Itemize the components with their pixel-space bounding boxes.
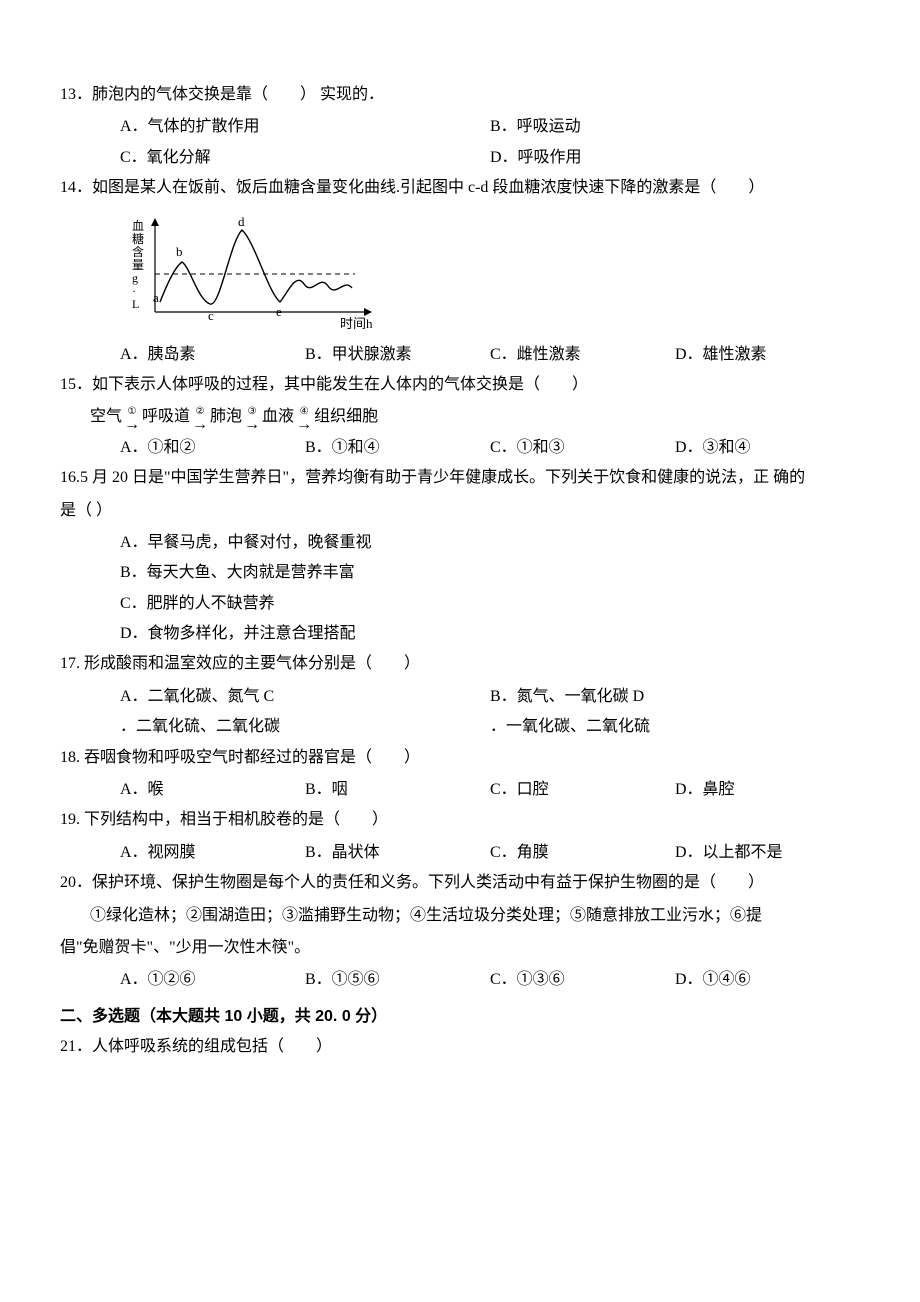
option-a: A．早餐马虎，中餐对付，晚餐重视 xyxy=(120,528,860,558)
question-stem: .5 月 20 日是"中国学生营养日"，营养均衡有助于青少年健康成长。下列关于饮… xyxy=(76,469,805,486)
svg-text:·: · xyxy=(132,284,136,298)
svg-text:时间h: 时间h xyxy=(340,316,373,331)
question-stem: . 形成酸雨和温室效应的主要气体分别是（ ） xyxy=(76,655,420,672)
question-15-flow: 空气 ①→ 呼吸道 ②→ 肺泡 ③→ 血液 ④→ 组织细胞 xyxy=(60,402,860,432)
option-b: B．氮气、一氧化碳 D xyxy=(490,682,860,712)
option-a: A．胰岛素 xyxy=(120,340,305,370)
flow-arrow: ②→ xyxy=(192,407,208,433)
question-17-options: A．二氧化碳、氮气 C B．氮气、一氧化碳 D ．二氧化硫、二氧化碳 ．一氧化碳… xyxy=(60,682,860,743)
svg-text:a: a xyxy=(153,290,159,305)
question-20-options: A．①②⑥ B．①⑤⑥ C．①③⑥ D．①④⑥ xyxy=(60,965,860,995)
question-20: 20．保护环境、保护生物圈是每个人的责任和义务。下列人类活动中有益于保护生物圈的… xyxy=(60,868,860,898)
question-number: 16 xyxy=(60,469,76,486)
question-20-stem-cont2: 倡"免赠贺卡"、"少用一次性木筷"。 xyxy=(60,933,860,963)
question-13-options: A．气体的扩散作用 B．呼吸运动 C．氧化分解 D．呼吸作用 xyxy=(60,112,860,173)
option-a: A．①②⑥ xyxy=(120,965,305,995)
flow-node: 空气 xyxy=(90,402,122,432)
option-d: D．以上都不是 xyxy=(675,838,860,868)
option-b: B．①和④ xyxy=(305,433,490,463)
question-21: 21．人体呼吸系统的组成包括（ ） xyxy=(60,1032,860,1062)
option-b: B．晶状体 xyxy=(305,838,490,868)
option-d: D．③和④ xyxy=(675,433,860,463)
option-c: C．雌性激素 xyxy=(490,340,675,370)
svg-text:糖: 糖 xyxy=(132,231,144,246)
question-19: 19. 下列结构中，相当于相机胶卷的是（ ） xyxy=(60,805,860,835)
option-a: A．视网膜 xyxy=(120,838,305,868)
question-16: 16.5 月 20 日是"中国学生营养日"，营养均衡有助于青少年健康成长。下列关… xyxy=(60,463,860,493)
question-14-options: A．胰岛素 B．甲状腺激素 C．雌性激素 D．雄性激素 xyxy=(60,340,860,370)
option-b: B．每天大鱼、大肉就是营养丰富 xyxy=(120,558,860,588)
svg-text:血: 血 xyxy=(132,219,144,233)
question-number: 14 xyxy=(60,179,76,196)
flow-node: 肺泡 xyxy=(210,402,242,432)
option-c: ．二氧化硫、二氧化碳 xyxy=(120,712,490,742)
svg-text:L: L xyxy=(132,297,139,311)
svg-text:b: b xyxy=(176,244,183,259)
question-stem: ．肺泡内的气体交换是靠（ ） 实现的． xyxy=(76,86,384,103)
svg-text:量: 量 xyxy=(132,258,144,272)
question-18: 18. 吞咽食物和呼吸空气时都经过的器官是（ ） xyxy=(60,743,860,773)
option-d: D．鼻腔 xyxy=(675,775,860,805)
option-b: B．①⑤⑥ xyxy=(305,965,490,995)
option-c: C．口腔 xyxy=(490,775,675,805)
question-19-options: A．视网膜 B．晶状体 C．角膜 D．以上都不是 xyxy=(60,838,860,868)
question-17: 17. 形成酸雨和温室效应的主要气体分别是（ ） xyxy=(60,649,860,679)
svg-text:c: c xyxy=(208,308,214,323)
question-13: 13．肺泡内的气体交换是靠（ ） 实现的． xyxy=(60,80,860,110)
question-stem: ．人体呼吸系统的组成包括（ ） xyxy=(76,1038,332,1055)
question-number: 15 xyxy=(60,376,76,393)
option-b: B．甲状腺激素 xyxy=(305,340,490,370)
question-16-options: A．早餐马虎，中餐对付，晚餐重视 B．每天大鱼、大肉就是营养丰富 C．肥胖的人不… xyxy=(60,528,860,650)
question-15: 15．如下表示人体呼吸的过程，其中能发生在人体内的气体交换是（ ） xyxy=(60,370,860,400)
option-a: A．喉 xyxy=(120,775,305,805)
option-b: B．咽 xyxy=(305,775,490,805)
option-c: C．①和③ xyxy=(490,433,675,463)
option-b: B．呼吸运动 xyxy=(490,112,860,142)
blood-sugar-chart: 血糖含量g·L 时间h a b c d e xyxy=(60,212,860,332)
question-18-options: A．喉 B．咽 C．口腔 D．鼻腔 xyxy=(60,775,860,805)
svg-text:g: g xyxy=(132,271,138,285)
question-20-stem-cont: ①绿化造林；②围湖造田；③滥捕野生动物；④生活垃圾分类处理；⑤随意排放工业污水；… xyxy=(60,901,860,931)
option-a: A．①和② xyxy=(120,433,305,463)
flow-arrow: ④→ xyxy=(296,407,312,433)
flow-node: 血液 xyxy=(262,402,294,432)
section-2-heading: 二、多选题（本大题共 10 小题，共 20. 0 分） xyxy=(60,1002,860,1032)
option-d: D．雄性激素 xyxy=(675,340,860,370)
option-d: D．食物多样化，并注意合理搭配 xyxy=(120,619,860,649)
question-14: 14．如图是某人在饭前、饭后血糖含量变化曲线.引起图中 c-d 段血糖浓度快速下… xyxy=(60,173,860,203)
question-number: 20 xyxy=(60,874,76,891)
flow-arrow: ③→ xyxy=(244,407,260,433)
flow-node: 组织细胞 xyxy=(314,402,378,432)
flow-node: 呼吸道 xyxy=(142,402,190,432)
option-d: D．①④⑥ xyxy=(675,965,860,995)
option-c: C．肥胖的人不缺营养 xyxy=(120,589,860,619)
question-stem: . 吞咽食物和呼吸空气时都经过的器官是（ ） xyxy=(76,749,420,766)
svg-text:含: 含 xyxy=(132,244,144,259)
option-c: C．角膜 xyxy=(490,838,675,868)
question-stem: . 下列结构中，相当于相机胶卷的是（ ） xyxy=(76,811,388,828)
question-16-stem-cont: 是（ ） xyxy=(60,496,860,526)
question-number: 13 xyxy=(60,86,76,103)
question-15-options: A．①和② B．①和④ C．①和③ D．③和④ xyxy=(60,433,860,463)
question-number: 21 xyxy=(60,1038,76,1055)
option-c: C．氧化分解 xyxy=(120,143,490,173)
svg-text:e: e xyxy=(276,304,282,319)
flow-arrow: ①→ xyxy=(124,407,140,433)
question-number: 17 xyxy=(60,655,76,672)
option-a: A．二氧化碳、氮气 C xyxy=(120,682,490,712)
question-stem: ．如下表示人体呼吸的过程，其中能发生在人体内的气体交换是（ ） xyxy=(76,376,588,393)
question-stem: ．如图是某人在饭前、饭后血糖含量变化曲线.引起图中 c-d 段血糖浓度快速下降的… xyxy=(76,179,764,196)
option-c: C．①③⑥ xyxy=(490,965,675,995)
question-stem: ．保护环境、保护生物圈是每个人的责任和义务。下列人类活动中有益于保护生物圈的是（… xyxy=(76,874,764,891)
question-number: 19 xyxy=(60,811,76,828)
svg-text:d: d xyxy=(238,214,245,229)
question-number: 18 xyxy=(60,749,76,766)
option-a: A．气体的扩散作用 xyxy=(120,112,490,142)
option-d: ．一氧化碳、二氧化硫 xyxy=(490,712,860,742)
option-d: D．呼吸作用 xyxy=(490,143,860,173)
